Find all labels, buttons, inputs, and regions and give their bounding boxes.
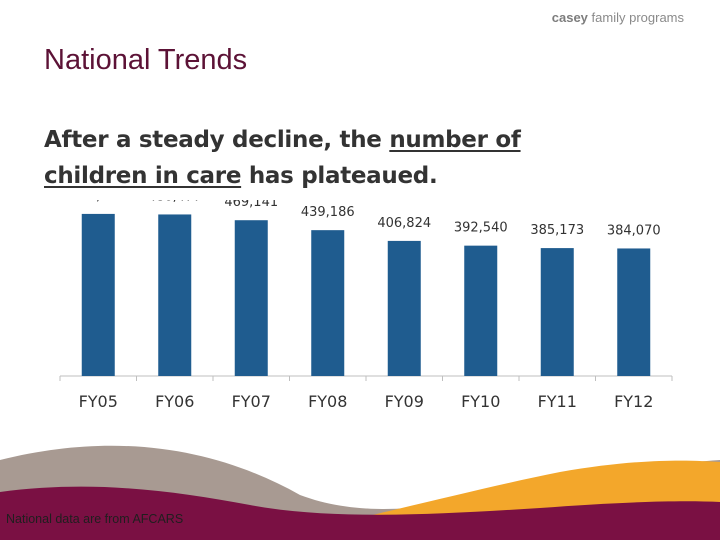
bar-chart: 488,104 FY05 486,477 FY06 469,141 FY07 439,186… (59, 200, 673, 411)
bar-fy12 (617, 248, 651, 376)
bar-fy07 (234, 220, 268, 376)
data-label-fy09: 406,824 (377, 216, 431, 231)
data-label-fy12: 384,070 (607, 223, 661, 238)
tick-label-fy10: FY10 (461, 392, 500, 411)
tick-label-fy07: FY07 (232, 392, 271, 411)
subtitle-part-1: After a steady decline, the (44, 127, 390, 153)
tick-label-fy09: FY09 (385, 392, 424, 411)
tick-label-fy08: FY08 (308, 392, 347, 411)
footnote: National data are from AFCARS (6, 512, 184, 526)
logo-word-rest: family programs (591, 10, 684, 25)
tick-label-fy06: FY06 (155, 392, 194, 411)
bar-fy06 (158, 214, 192, 376)
data-label-fy08: 439,186 (301, 205, 355, 220)
data-label-fy11: 385,173 (530, 223, 584, 238)
tick-label-fy12: FY12 (614, 392, 653, 411)
bar-fy05 (81, 213, 115, 376)
bar-fy11 (540, 248, 574, 376)
data-label-fy06: 486,477 (148, 200, 202, 204)
slide-subtitle: After a steady decline, the number of chi… (44, 122, 604, 194)
casey-logo: casey family programs (552, 10, 684, 25)
tick-label-fy05: FY05 (79, 392, 118, 411)
bar-fy08 (311, 230, 345, 376)
logo-word-casey: casey (551, 10, 588, 25)
tick-label-fy11: FY11 (538, 392, 577, 411)
page-title: National Trends (44, 44, 248, 76)
bar-fy10 (464, 245, 498, 376)
maroon-wave (0, 486, 720, 540)
bar-fy09 (387, 240, 421, 376)
decorative-wave-banner (0, 445, 720, 540)
subtitle-part-3: has plateaued. (241, 163, 438, 189)
data-label-fy07: 469,141 (224, 200, 278, 210)
subtitle-underline-2: children in care (44, 163, 242, 189)
data-label-fy10: 392,540 (454, 221, 508, 236)
subtitle-underline-1: number of (389, 127, 521, 153)
data-label-fy05: 488,104 (71, 200, 125, 204)
